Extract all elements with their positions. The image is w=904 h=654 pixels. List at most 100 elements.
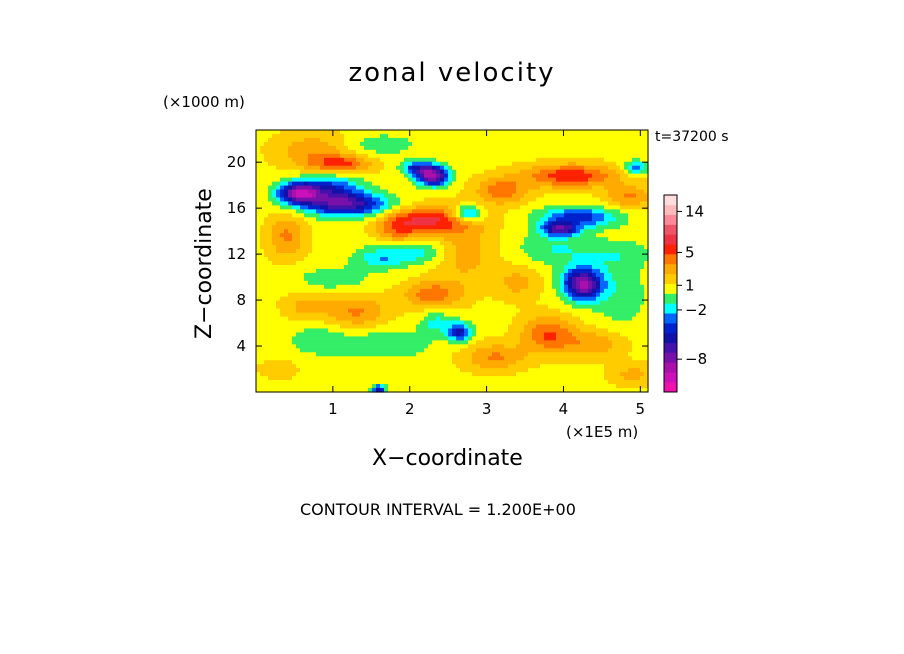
heatmap-cell bbox=[364, 304, 369, 310]
heatmap-cell bbox=[308, 145, 313, 151]
heatmap-cell bbox=[392, 284, 397, 290]
heatmap-cell bbox=[624, 225, 629, 230]
heatmap-cell bbox=[480, 165, 485, 171]
heatmap-cell bbox=[528, 261, 533, 266]
heatmap-cell bbox=[300, 296, 305, 302]
heatmap-cell bbox=[584, 213, 589, 218]
heatmap-cell bbox=[548, 205, 553, 210]
heatmap-cell bbox=[380, 300, 385, 306]
heatmap-cell bbox=[388, 284, 393, 290]
heatmap-cell bbox=[356, 141, 361, 147]
heatmap-cell bbox=[448, 169, 453, 175]
heatmap-cell bbox=[296, 225, 301, 230]
heatmap-cell bbox=[592, 308, 597, 314]
heatmap-cell bbox=[400, 161, 405, 167]
heatmap-cell bbox=[444, 205, 449, 210]
heatmap-cell bbox=[288, 296, 293, 302]
heatmap-cell bbox=[468, 237, 473, 242]
heatmap-cell bbox=[544, 296, 549, 302]
heatmap-cell bbox=[280, 193, 285, 199]
heatmap-cell bbox=[436, 185, 441, 191]
heatmap-cell bbox=[600, 324, 605, 330]
heatmap-cell bbox=[384, 276, 389, 282]
heatmap-cell bbox=[360, 225, 365, 230]
heatmap-cell bbox=[488, 272, 493, 278]
heatmap-cell bbox=[440, 296, 445, 302]
heatmap-cell bbox=[508, 157, 513, 163]
heatmap-cell bbox=[280, 249, 285, 254]
heatmap-cell bbox=[428, 141, 433, 147]
heatmap-cell bbox=[280, 213, 285, 218]
heatmap-cell bbox=[572, 221, 577, 226]
heatmap-cell bbox=[592, 272, 597, 278]
heatmap-cell bbox=[296, 324, 301, 330]
heatmap-cell bbox=[464, 304, 469, 310]
heatmap-cell bbox=[404, 296, 409, 302]
heatmap-cell bbox=[464, 253, 469, 258]
heatmap-cell bbox=[308, 177, 313, 183]
heatmap-cell bbox=[460, 157, 465, 163]
heatmap-cell bbox=[356, 292, 361, 298]
heatmap-cell bbox=[432, 237, 437, 242]
heatmap-cell bbox=[556, 280, 561, 286]
heatmap-cell bbox=[612, 149, 617, 155]
heatmap-cell bbox=[624, 141, 629, 147]
heatmap-cell bbox=[512, 316, 517, 322]
heatmap-cell bbox=[316, 296, 321, 302]
heatmap-cell bbox=[520, 261, 525, 266]
heatmap-cell bbox=[296, 173, 301, 179]
heatmap-cell bbox=[456, 157, 461, 163]
heatmap-cell bbox=[472, 130, 477, 135]
heatmap-cell bbox=[604, 161, 609, 167]
heatmap-cell bbox=[560, 173, 565, 179]
heatmap-cell bbox=[496, 141, 501, 147]
heatmap-cell bbox=[644, 189, 649, 195]
heatmap-cell bbox=[388, 233, 393, 238]
heatmap-cell bbox=[480, 245, 485, 250]
heatmap-cell bbox=[544, 276, 549, 282]
heatmap-cell bbox=[516, 213, 521, 218]
heatmap-cell bbox=[432, 292, 437, 298]
heatmap-cell bbox=[564, 320, 569, 326]
heatmap-cell bbox=[372, 284, 377, 290]
heatmap-cell bbox=[296, 253, 301, 258]
heatmap-cell bbox=[452, 308, 457, 314]
heatmap-cell bbox=[404, 221, 409, 226]
heatmap-cell bbox=[592, 189, 597, 195]
heatmap-cell bbox=[596, 165, 601, 171]
heatmap-cell bbox=[504, 193, 509, 199]
heatmap-cell bbox=[332, 229, 337, 234]
heatmap-cell bbox=[564, 177, 569, 183]
heatmap-cell bbox=[336, 237, 341, 242]
heatmap-cell bbox=[540, 181, 545, 187]
heatmap-cell bbox=[376, 157, 381, 163]
heatmap-cell bbox=[376, 324, 381, 330]
heatmap-cell bbox=[440, 324, 445, 330]
heatmap-cell bbox=[276, 288, 281, 294]
heatmap-cell bbox=[296, 157, 301, 163]
heatmap-cell bbox=[372, 153, 377, 159]
heatmap-cell bbox=[408, 130, 413, 135]
heatmap-cell bbox=[356, 205, 361, 210]
heatmap-cell bbox=[504, 169, 509, 175]
heatmap-cell bbox=[596, 193, 601, 199]
heatmap-cell bbox=[492, 153, 497, 159]
heatmap-cell bbox=[464, 249, 469, 254]
heatmap-cell bbox=[408, 213, 413, 218]
heatmap-cell bbox=[368, 149, 373, 155]
heatmap-cell bbox=[512, 304, 517, 310]
heatmap-cell bbox=[344, 185, 349, 191]
heatmap-cell bbox=[372, 304, 377, 310]
heatmap-cell bbox=[628, 320, 633, 326]
heatmap-cell bbox=[340, 233, 345, 238]
heatmap-cell bbox=[284, 264, 289, 270]
heatmap-cell bbox=[592, 237, 597, 242]
heatmap-cell bbox=[492, 130, 497, 135]
heatmap-cell bbox=[428, 241, 433, 246]
heatmap-cell bbox=[500, 296, 505, 302]
heatmap-cell bbox=[560, 237, 565, 242]
heatmap-cell bbox=[324, 165, 329, 171]
heatmap-cell bbox=[532, 225, 537, 230]
heatmap-cell bbox=[588, 316, 593, 322]
heatmap-cell bbox=[520, 205, 525, 210]
